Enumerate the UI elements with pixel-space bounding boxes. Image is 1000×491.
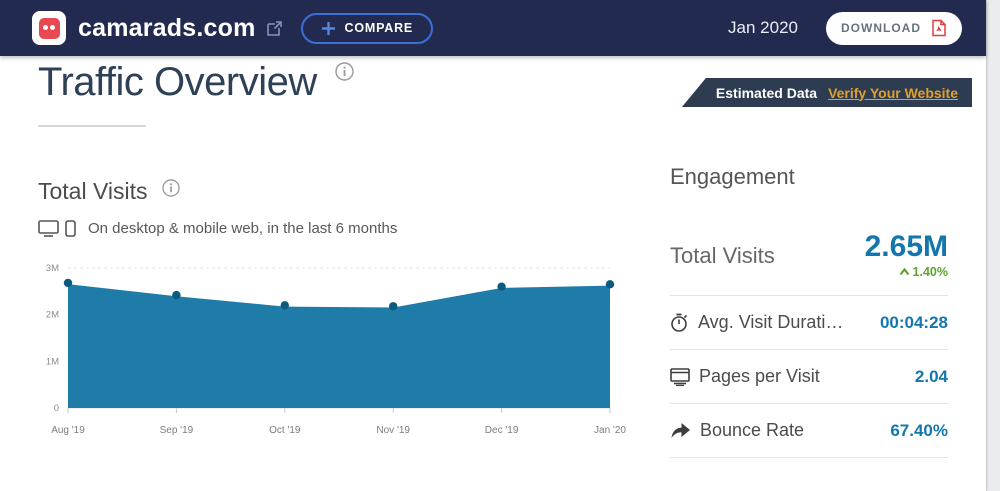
compare-button[interactable]: COMPARE bbox=[300, 12, 434, 44]
total-visits-heading-label: Total Visits bbox=[38, 178, 148, 204]
total-visits-value: 2.65M bbox=[864, 230, 948, 263]
svg-text:Aug '19: Aug '19 bbox=[51, 425, 85, 436]
download-button[interactable]: DOWNLOAD bbox=[826, 11, 962, 45]
mobile-icon bbox=[65, 220, 76, 237]
chart-subtitle: On desktop & mobile web, in the last 6 m… bbox=[38, 220, 397, 237]
verify-website-link[interactable]: Verify Your Website bbox=[828, 84, 958, 101]
estimated-data-label: Estimated Data bbox=[715, 84, 818, 101]
compare-button-label: COMPARE bbox=[344, 21, 414, 35]
svg-text:Nov '19: Nov '19 bbox=[376, 425, 410, 436]
change-indicator: 1.40% bbox=[865, 265, 948, 279]
report-date: Jan 2020 bbox=[728, 18, 798, 37]
svg-text:Sep '19: Sep '19 bbox=[160, 425, 194, 436]
svg-text:3M: 3M bbox=[46, 263, 59, 274]
pdf-file-icon bbox=[932, 19, 946, 37]
title-underline bbox=[38, 125, 146, 127]
plus-icon bbox=[321, 21, 335, 35]
chart-subtitle-text: On desktop & mobile web, in the last 6 m… bbox=[88, 220, 398, 237]
metric-label: Pages per Visit bbox=[699, 366, 820, 386]
stopwatch-icon bbox=[670, 313, 689, 333]
metric-label: Bounce Rate bbox=[700, 420, 805, 440]
info-icon[interactable] bbox=[162, 176, 180, 202]
metric-label: Total Visits bbox=[670, 242, 775, 268]
svg-text:Dec '19: Dec '19 bbox=[485, 425, 519, 436]
avg-visit-duration-row: Avg. Visit Durati… 00:04:28 bbox=[670, 296, 948, 350]
total-visits-heading: Total Visits bbox=[38, 176, 180, 205]
header-bar: camarads.com COMPARE Jan 2020 DOWNLOAD bbox=[0, 0, 986, 56]
engagement-panel: Engagement Total Visits 2.65M 1.40% Avg.… bbox=[670, 164, 948, 458]
svg-text:0: 0 bbox=[54, 403, 59, 414]
svg-text:1M: 1M bbox=[46, 356, 59, 367]
trend-up-icon bbox=[899, 268, 909, 276]
svg-text:2M: 2M bbox=[46, 310, 59, 321]
pages-icon bbox=[670, 367, 690, 386]
bounce-arrow-icon bbox=[670, 422, 691, 439]
svg-text:Jan '20: Jan '20 bbox=[594, 425, 626, 436]
metric-label: Avg. Visit Durati… bbox=[698, 312, 844, 332]
pages-per-visit-value: 2.04 bbox=[914, 366, 948, 386]
title-block: Traffic Overview bbox=[38, 60, 354, 127]
engagement-title: Engagement bbox=[670, 164, 795, 189]
total-visits-chart[interactable]: 0 1M 2M 3M Aug '19 Sep '19 Oct '19 Nov '19 Dec '… bbox=[32, 256, 627, 447]
total-visits-metric-row: Total Visits 2.65M 1.40% bbox=[670, 232, 948, 296]
svg-text:Oct '19: Oct '19 bbox=[269, 425, 301, 436]
desktop-icon bbox=[38, 220, 59, 237]
site-favicon bbox=[32, 11, 66, 45]
bounce-rate-value: 67.40% bbox=[890, 420, 948, 440]
change-value: 1.40% bbox=[912, 265, 948, 279]
camarads-logo-icon bbox=[38, 17, 60, 39]
external-link-icon[interactable] bbox=[266, 20, 283, 37]
info-icon[interactable] bbox=[335, 62, 354, 86]
avg-visit-duration-value: 00:04:28 bbox=[879, 312, 948, 332]
estimated-data-banner: Estimated Data Verify Your Website bbox=[681, 78, 972, 107]
site-title: camarads.com bbox=[78, 13, 256, 42]
page-title: Traffic Overview bbox=[38, 60, 317, 104]
download-button-label: DOWNLOAD bbox=[841, 21, 921, 35]
bounce-rate-row: Bounce Rate 67.40% bbox=[670, 404, 948, 458]
pages-per-visit-row: Pages per Visit 2.04 bbox=[670, 350, 948, 404]
